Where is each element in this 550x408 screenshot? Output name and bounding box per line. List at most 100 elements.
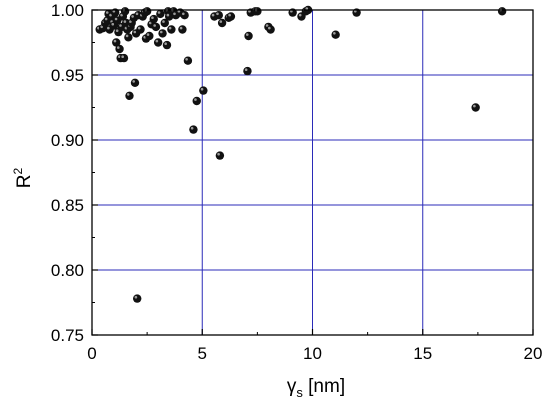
data-point [158, 29, 167, 38]
data-point-marker [167, 25, 176, 34]
data-point-marker [124, 33, 133, 42]
data-point [151, 22, 161, 32]
data-point-highlight [166, 13, 170, 17]
data-point-highlight [200, 87, 204, 91]
data-point-highlight [179, 26, 183, 30]
data-point [180, 11, 189, 20]
data-point-highlight [113, 39, 117, 43]
data-point [133, 294, 142, 303]
data-point-marker [130, 78, 140, 88]
data-point [125, 91, 134, 101]
data-point-marker [162, 40, 172, 50]
data-point-marker [180, 11, 189, 20]
y-axis-label-symbol: R [14, 174, 35, 188]
data-point-highlight [123, 20, 127, 23]
data-point [149, 14, 158, 24]
data-point-highlight [107, 26, 110, 30]
data-point-marker [226, 12, 236, 21]
data-point-highlight [153, 24, 156, 27]
data-point [244, 31, 253, 41]
data-point-highlight [211, 13, 215, 17]
data-point-marker [119, 53, 129, 63]
x-tick-label: 5 [198, 344, 207, 363]
x-tick-label: 15 [413, 344, 432, 363]
data-point-highlight [305, 7, 309, 10]
data-point-highlight [146, 33, 150, 36]
data-point-marker [199, 86, 208, 95]
y-tick-label: 0.80 [51, 261, 84, 280]
data-point-highlight [148, 21, 152, 25]
data-point-marker [149, 14, 158, 24]
data-point [120, 7, 130, 16]
data-point-marker [253, 7, 262, 16]
data-point-highlight [216, 12, 219, 16]
data-point-highlight [132, 80, 135, 83]
data-point-highlight [157, 11, 161, 14]
data-point-marker [471, 103, 480, 112]
data-point-highlight [111, 22, 115, 26]
data-point [215, 151, 225, 160]
grid-lines [92, 9, 533, 335]
data-point-highlight [173, 12, 176, 16]
data-point-highlight [185, 58, 188, 61]
data-point [199, 86, 208, 95]
data-point [130, 78, 140, 88]
data-point-marker [136, 25, 145, 34]
data-point-highlight [104, 17, 108, 21]
data-point [124, 33, 133, 42]
x-axis-label: γs [nm] [287, 376, 345, 400]
data-point-marker [125, 91, 134, 101]
data-point-highlight [194, 98, 197, 101]
x-tick-label: 0 [87, 344, 96, 363]
data-point-marker [158, 29, 167, 38]
data-point-marker [183, 56, 193, 65]
data-point-highlight [126, 93, 130, 96]
data-point [217, 18, 227, 28]
data-point-highlight [137, 26, 141, 30]
data-point-highlight [298, 13, 302, 17]
data-point [145, 31, 154, 41]
data-point-marker [214, 11, 223, 20]
data-point-highlight [155, 39, 159, 43]
data-point-highlight [100, 25, 104, 29]
data-point-highlight [135, 12, 139, 16]
data-point [253, 7, 262, 16]
y-tick-label: 0.90 [51, 131, 84, 150]
y-tick-label: 1.00 [51, 1, 84, 20]
data-point-highlight [109, 13, 112, 17]
y-tick-label: 0.75 [51, 326, 84, 345]
data-point-marker [331, 30, 340, 39]
data-point-highlight [129, 20, 132, 23]
data-point-highlight [333, 32, 336, 35]
data-point [266, 25, 275, 34]
data-point [189, 125, 198, 134]
data-point-highlight [105, 11, 109, 14]
data-point-highlight [162, 20, 165, 23]
data-point-marker [151, 22, 161, 32]
y-tick-label: 0.95 [51, 66, 84, 85]
x-axis-label-subscript: s [296, 385, 303, 400]
data-point-highlight [190, 126, 194, 130]
data-point-highlight [245, 33, 249, 36]
data-point-marker [153, 38, 163, 47]
data-point [192, 96, 201, 106]
data-point-marker [244, 31, 253, 41]
data-point-highlight [473, 104, 476, 108]
data-point [214, 11, 223, 20]
x-tick-label: 10 [303, 344, 322, 363]
x-axis-label-symbol: γ [287, 376, 297, 397]
data-point [183, 56, 193, 65]
data-point [160, 18, 169, 28]
data-point-highlight [121, 55, 124, 58]
data-point-marker [189, 125, 198, 134]
y-axis-label-superscript: 2 [11, 167, 25, 174]
data-point-marker [120, 7, 130, 16]
data-point-marker [266, 25, 275, 34]
tick-labels: 0 5 10 15 20 0.75 0.80 0.85 0.90 0.95 1.00 [51, 1, 543, 363]
data-point [226, 12, 236, 21]
data-point-highlight [182, 12, 185, 16]
data-point-highlight [228, 13, 231, 17]
data-point [167, 25, 176, 34]
data-point-marker [115, 44, 124, 54]
